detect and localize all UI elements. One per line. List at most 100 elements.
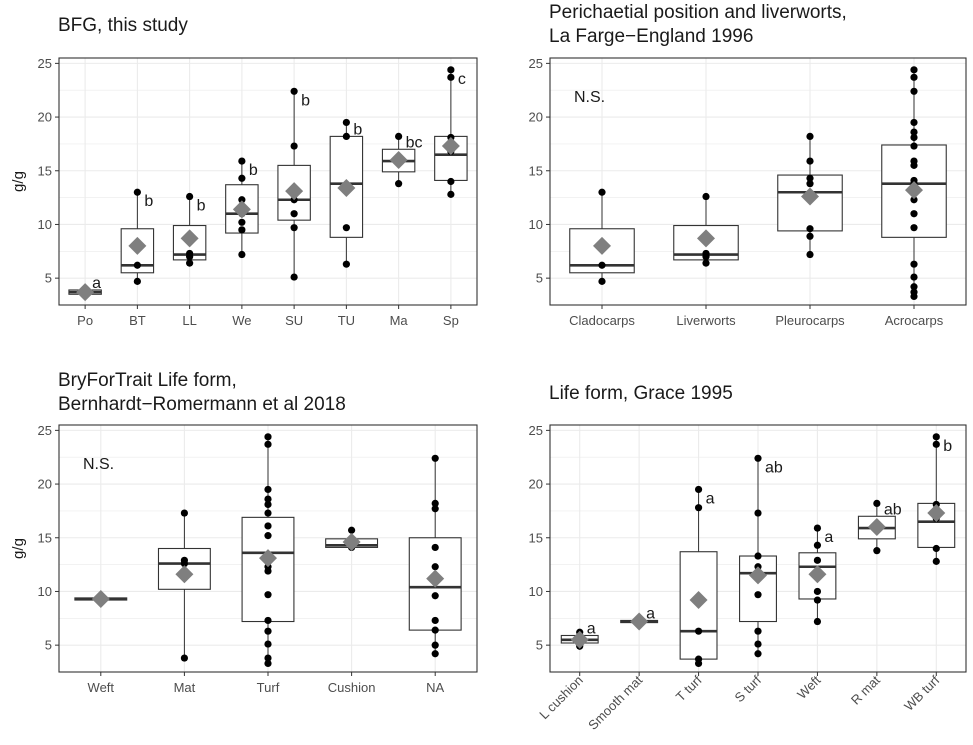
x-tick-label: Mat (174, 680, 196, 695)
y-tick-label: 10 (38, 217, 52, 232)
data-point (813, 596, 822, 604)
data-point (694, 485, 703, 494)
data-point (395, 180, 403, 188)
ns-annotation: N.S. (574, 89, 605, 106)
box-group-mat (157, 509, 211, 662)
mean-marker (801, 187, 819, 206)
x-tick-label: TU (338, 313, 355, 328)
y-tick-label: 15 (529, 530, 543, 545)
data-point (431, 454, 439, 462)
data-point (431, 592, 439, 600)
box-group-cladocarps (569, 188, 635, 285)
mean-marker (342, 533, 361, 552)
data-point (133, 188, 141, 196)
data-point (431, 626, 439, 634)
data-point (447, 177, 455, 186)
mean-marker (232, 200, 251, 219)
box-group-pleurocarps (777, 132, 843, 259)
panel-border (58, 57, 478, 306)
data-point (910, 260, 918, 268)
mean-marker (593, 236, 611, 255)
mean-marker (76, 283, 95, 302)
data-point (813, 556, 822, 564)
data-point (910, 133, 918, 142)
data-point (598, 261, 606, 269)
x-tick-label: L cushion (536, 673, 586, 723)
data-point (873, 547, 881, 555)
x-tick-label: Turf (257, 680, 280, 695)
data-point (910, 142, 918, 150)
significance-label: a (706, 490, 715, 507)
y-axis-label: g/g (10, 538, 27, 559)
box-group-ll: b (172, 192, 207, 267)
data-point (290, 273, 298, 281)
mean-marker (259, 549, 277, 568)
box-group-tu: b (329, 118, 364, 268)
data-point (238, 157, 246, 165)
data-point (694, 655, 703, 663)
significance-label: b (301, 92, 310, 109)
box-group-weft (74, 589, 128, 608)
box-group-liverworts (673, 192, 739, 267)
data-point (186, 249, 194, 258)
data-point (238, 218, 246, 226)
data-point (342, 260, 350, 268)
data-point (813, 617, 822, 626)
data-point (264, 659, 272, 668)
mean-marker (630, 612, 649, 631)
box-group-smooth-mat: a (620, 605, 659, 631)
box-group-po: a (68, 275, 102, 302)
panel-2: 5 10 15 20 25 Cladocarps Liverworts Pleurocarps… (529, 2, 967, 328)
mean-marker (689, 591, 708, 610)
significance-label: a (587, 620, 596, 637)
data-point (754, 640, 762, 648)
data-point (431, 616, 439, 625)
y-tick-label: 20 (529, 110, 543, 125)
data-point (290, 142, 298, 150)
data-point (813, 524, 822, 532)
data-point (264, 509, 272, 517)
data-point (342, 224, 350, 232)
significance-label: a (824, 529, 833, 546)
significance-label: b (144, 193, 153, 210)
box-group-su: b (277, 87, 311, 281)
panel-title: BFG, this study (58, 15, 188, 36)
mean-marker (697, 229, 715, 248)
data-point (431, 505, 439, 513)
data-point (598, 188, 606, 196)
data-point (813, 541, 822, 549)
significance-label: b (197, 198, 206, 215)
y-tick-label: 25 (38, 423, 52, 438)
data-point (910, 87, 918, 95)
box-group-t-turf: a (679, 485, 718, 668)
data-point (598, 277, 606, 285)
y-tick-label: 15 (38, 530, 52, 545)
data-point (342, 118, 350, 127)
significance-label: b (943, 438, 952, 455)
y-tick-label: 5 (45, 271, 52, 286)
mean-marker (389, 151, 408, 170)
data-point (431, 543, 439, 552)
panel-4: a a a ab a ab b 5 10 15 20 25 L cushion Smooth mat T t… (529, 383, 967, 733)
data-point (264, 627, 272, 635)
data-point (806, 180, 814, 188)
data-point (932, 440, 940, 448)
data-point (754, 509, 762, 517)
data-point (431, 499, 439, 507)
data-point (932, 544, 940, 553)
data-point (264, 532, 272, 540)
mean-marker (808, 565, 827, 584)
data-point (264, 485, 272, 494)
x-tick-label: Smooth mat (585, 672, 645, 732)
x-tick-label: Cladocarps (569, 313, 635, 328)
data-point (806, 132, 814, 140)
data-point (910, 176, 918, 185)
data-point (806, 157, 814, 165)
panel-title: Life form, Grace 1995 (549, 383, 733, 404)
y-tick-label: 15 (38, 163, 52, 178)
y-tick-label: 5 (45, 638, 52, 653)
box-group-na (408, 454, 462, 658)
mean-marker (337, 178, 356, 197)
data-point (186, 192, 194, 201)
data-point (180, 556, 188, 564)
